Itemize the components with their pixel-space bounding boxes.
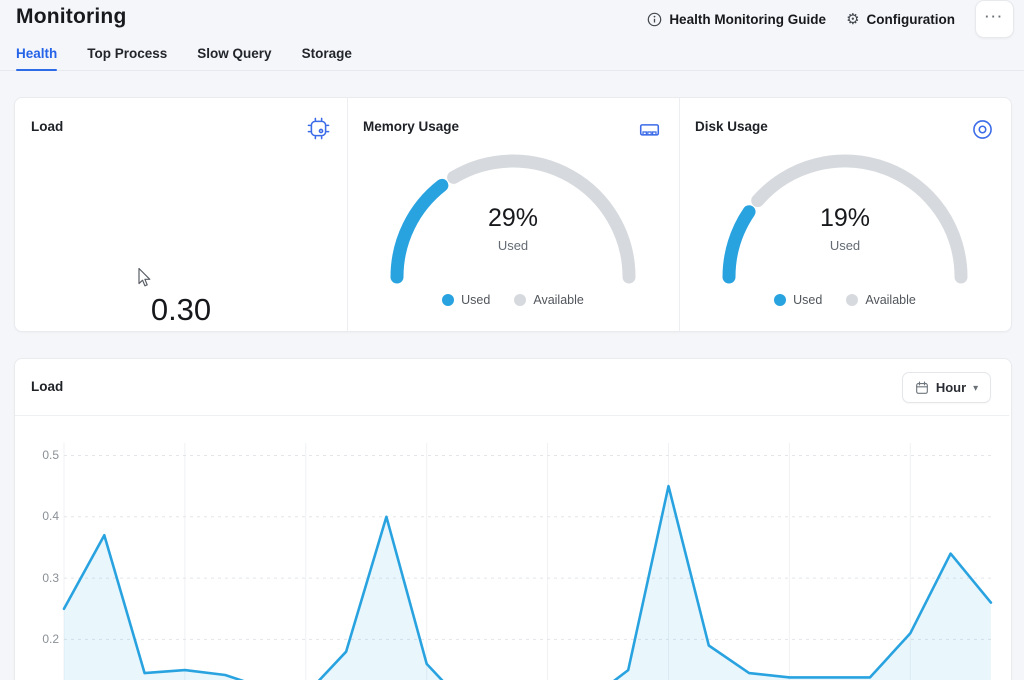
- memory-panel-title: Memory Usage: [363, 119, 460, 134]
- load-panel-title: Load: [31, 119, 64, 134]
- disk-gauge: [722, 154, 968, 284]
- y-tick: 0.5: [42, 448, 59, 462]
- disk-panel-title: Disk Usage: [695, 119, 768, 134]
- range-label: Hour: [935, 380, 967, 395]
- disk-legend: Used Available: [695, 293, 995, 307]
- legend-available-label: Available: [865, 293, 916, 307]
- legend-used[interactable]: Used: [774, 293, 822, 307]
- disk-icon: [973, 120, 992, 139]
- legend-used[interactable]: Used: [442, 293, 490, 307]
- cpu-icon: [307, 117, 330, 140]
- gear-icon: ⚙: [846, 10, 860, 28]
- tab-slow-query[interactable]: Slow Query: [197, 46, 272, 61]
- memory-legend: Used Available: [363, 293, 663, 307]
- disk-percent-caption: Used: [829, 238, 861, 253]
- used-dot-icon: [442, 294, 455, 306]
- y-tick: 0.2: [42, 632, 59, 646]
- page-title: Monitoring: [16, 5, 127, 28]
- memory-percent-caption: Used: [497, 238, 529, 253]
- time-range-selector[interactable]: Hour ▾: [902, 372, 991, 403]
- load-area-chart: [62, 443, 993, 680]
- tab-health[interactable]: Health: [16, 40, 58, 71]
- used-dot-icon: [774, 294, 787, 306]
- legend-available[interactable]: Available: [514, 293, 584, 307]
- divider: [15, 415, 1009, 416]
- header-actions: Health Monitoring Guide ⚙ Configuration …: [647, 0, 1014, 38]
- disk-percent: 19%: [819, 204, 871, 232]
- guide-label: Health Monitoring Guide: [669, 11, 827, 27]
- info-icon: [648, 12, 662, 26]
- divider: [679, 98, 680, 331]
- divider: [347, 98, 348, 331]
- health-monitoring-guide-link[interactable]: Health Monitoring Guide: [647, 12, 826, 27]
- more-options-button[interactable]: ···: [975, 0, 1014, 38]
- chevron-down-icon: ▾: [973, 382, 979, 394]
- load-chart-card: Load Hour ▾ 0.5 0.4 0.3 0.2: [14, 358, 1012, 680]
- legend-used-label: Used: [461, 293, 491, 307]
- load-value: 0.30: [150, 292, 212, 327]
- legend-available[interactable]: Available: [846, 293, 916, 307]
- mouse-cursor: [138, 267, 151, 287]
- memory-percent: 29%: [487, 204, 539, 232]
- y-tick: 0.4: [42, 509, 59, 523]
- stats-card: Load 0.30 Last checked: 14 seconds ago: [14, 97, 1012, 413]
- ellipsis-icon: ···: [985, 9, 1004, 24]
- tab-top-process[interactable]: Top Process: [87, 46, 168, 61]
- memory-gauge: [390, 154, 636, 284]
- legend-used-label: Used: [793, 293, 823, 307]
- configuration-link[interactable]: ⚙ Configuration: [846, 12, 955, 27]
- available-dot-icon: [846, 294, 859, 306]
- available-dot-icon: [514, 294, 527, 306]
- y-tick: 0.3: [42, 571, 59, 585]
- legend-available-label: Available: [533, 293, 584, 307]
- chart-card-title: Load: [31, 379, 64, 394]
- memory-icon: [639, 124, 660, 136]
- tab-bar: Health Top Process Slow Query Storage: [0, 40, 1024, 71]
- calendar-icon: [915, 381, 928, 394]
- tab-storage[interactable]: Storage: [301, 46, 352, 61]
- configuration-label: Configuration: [866, 11, 955, 27]
